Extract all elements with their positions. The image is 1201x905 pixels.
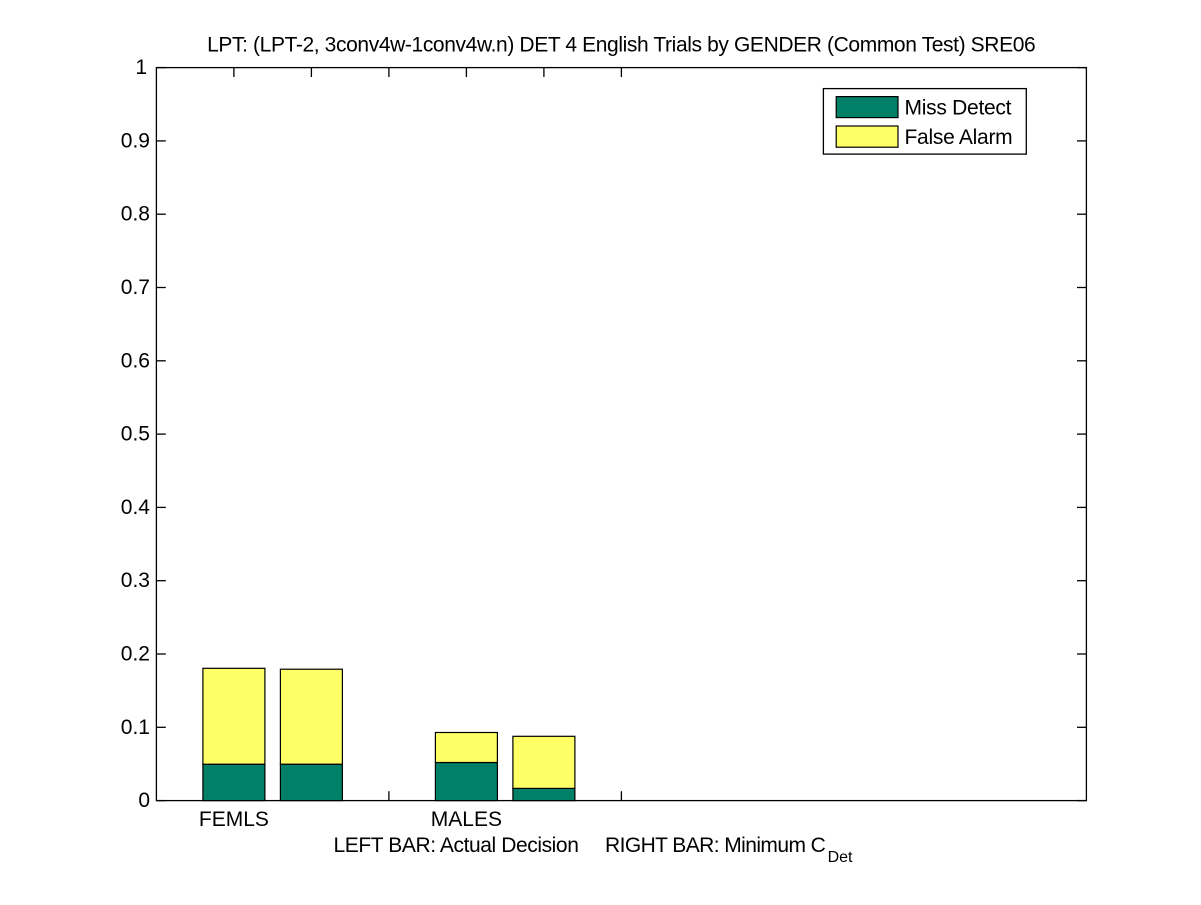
svg-text:0.5: 0.5 — [121, 423, 150, 446]
svg-text:MALES: MALES — [431, 808, 502, 831]
svg-text:0: 0 — [138, 789, 150, 812]
svg-text:LEFT BAR: Actual Decision: LEFT BAR: Actual Decision — [334, 834, 579, 857]
svg-text:0.4: 0.4 — [121, 496, 151, 519]
svg-text:False Alarm: False Alarm — [905, 126, 1013, 149]
svg-text:1: 1 — [135, 56, 147, 79]
svg-text:0.9: 0.9 — [121, 129, 150, 152]
svg-text:0.2: 0.2 — [121, 643, 150, 666]
svg-text:0.1: 0.1 — [121, 716, 150, 739]
svg-text:0.7: 0.7 — [121, 276, 150, 299]
svg-text:Miss Detect: Miss Detect — [905, 97, 1012, 120]
svg-text:LPT: (LPT-2, 3conv4w-1conv4w.n: LPT: (LPT-2, 3conv4w-1conv4w.n) DET 4 En… — [207, 33, 1035, 56]
svg-text:0.8: 0.8 — [121, 203, 150, 226]
svg-text:0.6: 0.6 — [121, 349, 150, 372]
svg-text:FEMLS: FEMLS — [199, 808, 269, 831]
svg-text:0.3: 0.3 — [121, 569, 150, 592]
